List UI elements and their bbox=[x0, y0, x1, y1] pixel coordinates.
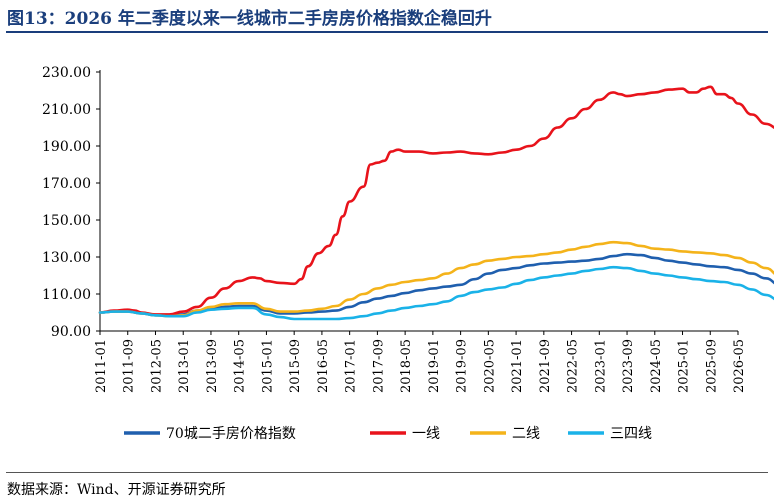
series-line-3 bbox=[98, 265, 774, 321]
x-tick-label: 2017-09 bbox=[371, 339, 386, 393]
source-note: 数据来源：Wind、开源证券研究所 bbox=[7, 482, 226, 498]
legend-label: 二线 bbox=[512, 426, 540, 442]
y-tick-label: 170.00 bbox=[42, 176, 91, 192]
x-tick-label: 2015-09 bbox=[288, 339, 303, 393]
x-tick-label: 2011-01 bbox=[94, 339, 109, 393]
legend-label: 三四线 bbox=[610, 426, 652, 442]
x-tick-label: 2026-05 bbox=[732, 339, 747, 393]
y-tick-label: 90.00 bbox=[51, 324, 91, 340]
y-tick-label: 210.00 bbox=[42, 102, 91, 118]
x-tick-label: 2019-01 bbox=[427, 339, 442, 393]
x-tick-label: 2019-09 bbox=[455, 339, 470, 393]
figure-title: 图13：2026 年二季度以来一线城市二手房房价格指数企稳回升 bbox=[7, 9, 492, 29]
y-tick-label: 230.00 bbox=[42, 65, 91, 81]
x-tick-label: 2017-01 bbox=[344, 339, 359, 393]
x-tick-label: 2023-09 bbox=[621, 339, 636, 393]
x-axis: 2011-01 2011-09 2012-05 2013-01 2013-09 2014-… bbox=[94, 330, 747, 393]
title-rule bbox=[6, 31, 768, 33]
x-tick-label: 2015-01 bbox=[260, 339, 275, 393]
x-tick-label: 2024-05 bbox=[649, 339, 664, 393]
y-tick-label: 190.00 bbox=[42, 139, 91, 155]
x-tick-label: 2013-09 bbox=[205, 339, 220, 393]
x-tick-label: 2020-05 bbox=[482, 339, 497, 393]
y-axis: 90.00 110.00 130.00 150.00 170.00 190.00 210.0… bbox=[42, 65, 101, 340]
series-line-0 bbox=[98, 252, 774, 317]
x-tick-label: 2025-09 bbox=[704, 339, 719, 393]
x-tick-label: 2018-05 bbox=[399, 339, 414, 393]
x-tick-label: 2013-01 bbox=[177, 339, 192, 393]
series-lines bbox=[98, 85, 774, 321]
bottom-rule bbox=[6, 472, 768, 473]
y-tick-label: 130.00 bbox=[42, 250, 91, 266]
y-tick-label: 150.00 bbox=[42, 213, 91, 229]
series-line-2 bbox=[98, 240, 774, 318]
x-tick-label: 2016-05 bbox=[316, 339, 331, 393]
x-tick-label: 2022-05 bbox=[566, 339, 581, 393]
x-tick-label: 2012-05 bbox=[149, 339, 164, 393]
legend-label: 一线 bbox=[412, 426, 440, 442]
x-tick-label: 2014-05 bbox=[233, 339, 248, 393]
legend-label: 70城二手房价格指数 bbox=[166, 426, 296, 442]
legend: 70城二手房价格指数 一线 二线 三四线 bbox=[124, 426, 652, 442]
x-tick-label: 2025-01 bbox=[677, 339, 692, 393]
series-line-1 bbox=[98, 85, 774, 316]
x-tick-label: 2021-09 bbox=[538, 339, 553, 393]
y-tick-label: 110.00 bbox=[42, 287, 91, 303]
x-tick-label: 2021-01 bbox=[510, 339, 525, 393]
x-tick-label: 2011-09 bbox=[122, 339, 137, 393]
line-chart: 90.00 110.00 130.00 150.00 170.00 190.00 210.0… bbox=[42, 65, 774, 442]
x-tick-label: 2023-01 bbox=[593, 339, 608, 393]
